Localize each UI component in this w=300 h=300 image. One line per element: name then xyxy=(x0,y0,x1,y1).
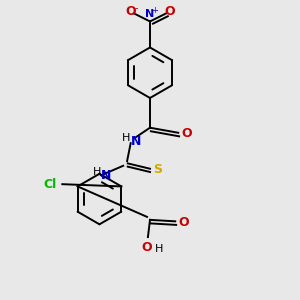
Text: O: O xyxy=(125,5,136,18)
Text: N: N xyxy=(101,169,111,182)
Text: N: N xyxy=(146,9,154,19)
Text: S: S xyxy=(153,163,162,176)
Text: Cl: Cl xyxy=(43,178,56,191)
Text: O: O xyxy=(142,241,152,254)
Text: O: O xyxy=(181,127,192,140)
Text: -: - xyxy=(134,3,138,13)
Text: O: O xyxy=(164,5,175,18)
Text: O: O xyxy=(178,216,189,229)
Text: +: + xyxy=(151,6,158,15)
Text: H: H xyxy=(122,133,131,143)
Text: N: N xyxy=(131,135,141,148)
Text: H: H xyxy=(93,167,101,177)
Text: H: H xyxy=(155,244,164,254)
